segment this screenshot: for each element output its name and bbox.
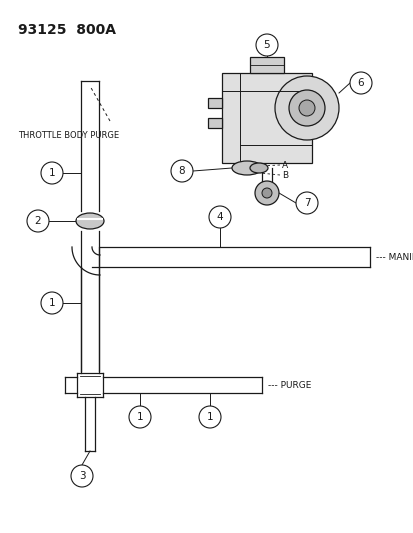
Ellipse shape — [249, 163, 267, 173]
Circle shape — [27, 210, 49, 232]
Text: --- PURGE: --- PURGE — [267, 381, 311, 390]
Circle shape — [41, 292, 63, 314]
Ellipse shape — [76, 213, 104, 229]
Ellipse shape — [231, 161, 261, 175]
Text: 1: 1 — [49, 168, 55, 178]
Text: --- MANIFOLD VACUUM: --- MANIFOLD VACUUM — [375, 253, 413, 262]
Text: 2: 2 — [35, 216, 41, 226]
Circle shape — [209, 206, 230, 228]
Circle shape — [261, 188, 271, 198]
Text: 93125  800A: 93125 800A — [18, 23, 116, 37]
Circle shape — [295, 192, 317, 214]
Text: 6: 6 — [357, 78, 363, 88]
Circle shape — [41, 162, 63, 184]
Text: 8: 8 — [178, 166, 185, 176]
Text: 7: 7 — [303, 198, 310, 208]
Bar — [249, 57, 283, 73]
Text: 1: 1 — [136, 412, 143, 422]
Text: A: A — [281, 160, 287, 169]
Text: B: B — [281, 171, 287, 180]
Text: 1: 1 — [49, 298, 55, 308]
Text: THROTTLE BODY PURGE: THROTTLE BODY PURGE — [18, 131, 119, 140]
Bar — [207, 118, 221, 128]
Circle shape — [254, 181, 278, 205]
Circle shape — [171, 160, 192, 182]
Circle shape — [288, 90, 324, 126]
Bar — [221, 73, 311, 163]
Circle shape — [298, 100, 314, 116]
Circle shape — [349, 72, 371, 94]
Text: 3: 3 — [78, 471, 85, 481]
Text: 5: 5 — [263, 40, 270, 50]
Circle shape — [274, 76, 338, 140]
Circle shape — [129, 406, 151, 428]
Bar — [207, 98, 221, 108]
Circle shape — [255, 34, 277, 56]
Text: 1: 1 — [206, 412, 213, 422]
Circle shape — [199, 406, 221, 428]
Circle shape — [71, 465, 93, 487]
Text: 4: 4 — [216, 212, 223, 222]
